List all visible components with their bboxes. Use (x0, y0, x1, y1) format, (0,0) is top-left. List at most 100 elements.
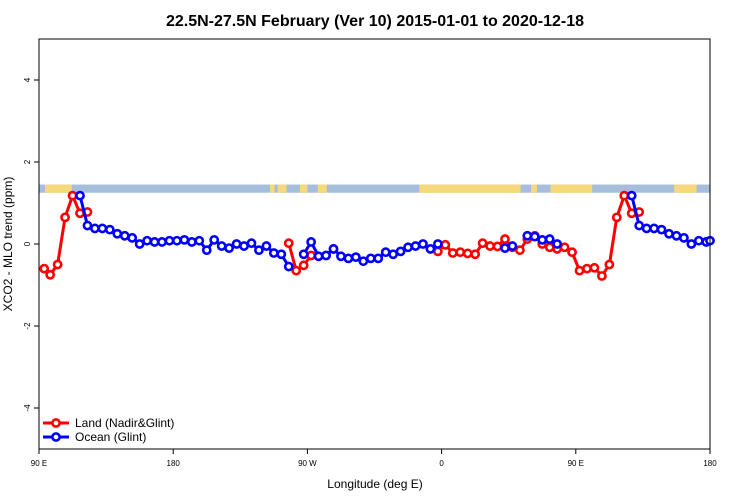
data-point (186, 237, 197, 247)
data-point (514, 245, 525, 256)
data-point (447, 248, 458, 258)
data-point (268, 248, 279, 258)
data-point (589, 262, 600, 273)
data-point (485, 241, 495, 251)
x-tick-label: 90 E (568, 459, 584, 468)
data-point (619, 190, 630, 201)
land-ocean-strip (39, 184, 710, 193)
y-tick-label: 4 (23, 77, 32, 82)
data-point (440, 239, 451, 250)
data-point (373, 253, 384, 264)
data-point (671, 230, 682, 241)
data-point (656, 224, 667, 235)
y-axis-label: XCO2 - MLO trend (ppm) (1, 177, 15, 312)
data-point (522, 230, 533, 241)
data-point (462, 248, 473, 259)
legend-marker (51, 418, 61, 428)
data-point (60, 212, 70, 223)
data-point (306, 250, 317, 261)
data-point (254, 245, 264, 256)
data-point (209, 234, 220, 245)
data-point (283, 261, 294, 272)
x-axis-label: Longitude (deg E) (327, 477, 422, 491)
data-point (239, 241, 249, 251)
land-segment (674, 184, 697, 193)
data-point (52, 259, 63, 270)
data-point (67, 190, 78, 201)
data-point (492, 241, 503, 252)
data-point (418, 239, 428, 249)
ocean-band (39, 184, 710, 193)
legend-label: Land (Nadir&Glint) (75, 416, 174, 430)
data-point (127, 232, 138, 243)
data-point (216, 241, 227, 251)
data-point (104, 224, 115, 235)
data-point (283, 238, 294, 249)
data-point (634, 220, 645, 231)
data-point (298, 249, 309, 260)
data-point (350, 252, 361, 263)
data-point (149, 237, 160, 247)
y-tick-label: -4 (23, 404, 32, 412)
data-point (470, 249, 481, 260)
data-point (164, 235, 175, 246)
x-axis: 90 E 180 90 W 0 90 E 180 (31, 449, 717, 468)
legend-marker (51, 432, 61, 442)
y-tick-label: -2 (23, 322, 32, 330)
land-segment (550, 184, 593, 193)
data-point (567, 247, 577, 258)
data-point (75, 190, 85, 201)
data-point (261, 241, 272, 251)
data-point (142, 235, 153, 246)
data-point (395, 246, 406, 257)
land-segment (531, 184, 538, 193)
land-segment (299, 184, 308, 193)
data-point (626, 190, 637, 201)
x-tick-label: 0 (439, 459, 444, 468)
data-point (611, 212, 622, 223)
data-point (544, 234, 555, 244)
data-point (641, 223, 652, 234)
data-point (97, 223, 108, 234)
data-point (39, 263, 50, 274)
data-point (201, 245, 212, 256)
data-point (425, 244, 436, 254)
y-tick-label: 0 (23, 241, 32, 246)
data-point (500, 243, 510, 253)
data-point (582, 263, 592, 274)
x-tick-label: 180 (703, 459, 717, 468)
data-point (231, 239, 242, 249)
data-point (596, 271, 607, 281)
data-point (172, 235, 182, 246)
data-point (552, 239, 563, 249)
data-point (179, 234, 190, 245)
x-tick-label: 180 (167, 459, 181, 468)
land-segment (277, 184, 287, 193)
data-point (321, 250, 331, 261)
data-point (664, 228, 674, 239)
data-point (388, 249, 399, 260)
legend-item: Land (Nadir&Glint) (43, 416, 174, 430)
data-point (500, 234, 510, 244)
data-point (686, 239, 697, 249)
data-point (693, 235, 704, 246)
data-point (306, 237, 317, 247)
data-point (544, 242, 555, 253)
data-point (134, 239, 145, 249)
legend-item: Ocean (Glint) (43, 430, 146, 444)
data-point (276, 249, 287, 260)
data-point (537, 234, 548, 245)
data-point (358, 256, 369, 267)
legend: Land (Nadir&Glint)Ocean (Glint) (43, 416, 174, 444)
data-point (365, 253, 376, 264)
data-point (194, 235, 205, 246)
y-axis: -4 -2 0 2 4 (23, 77, 39, 412)
land-segment (270, 184, 275, 193)
data-point (507, 241, 518, 251)
data-point (559, 242, 570, 253)
land-segment (44, 184, 72, 193)
data-point (112, 228, 123, 239)
data-point (82, 220, 93, 231)
series-ocean (75, 190, 715, 272)
